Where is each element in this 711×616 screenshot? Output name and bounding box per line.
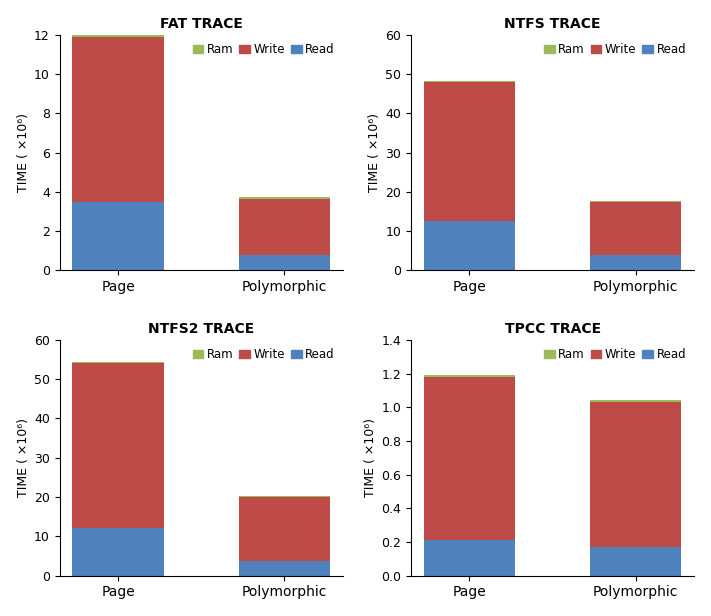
Y-axis label: TIME ( ×10⁶): TIME ( ×10⁶) <box>17 113 30 192</box>
Y-axis label: TIME ( ×10⁶): TIME ( ×10⁶) <box>16 418 30 497</box>
Legend: Ram, Write, Read: Ram, Write, Read <box>539 343 691 366</box>
Bar <box>590 254 681 270</box>
Legend: Ram, Write, Read: Ram, Write, Read <box>188 343 340 366</box>
Bar <box>239 496 330 497</box>
Legend: Ram, Write, Read: Ram, Write, Read <box>539 38 691 60</box>
Title: NTFS TRACE: NTFS TRACE <box>504 17 601 31</box>
Y-axis label: TIME ( ×10⁶): TIME ( ×10⁶) <box>368 113 381 192</box>
Title: FAT TRACE: FAT TRACE <box>160 17 242 31</box>
Bar <box>73 363 164 529</box>
Bar <box>424 82 515 221</box>
Title: NTFS2 TRACE: NTFS2 TRACE <box>148 322 255 336</box>
Bar <box>239 254 330 270</box>
Bar <box>73 529 164 575</box>
Legend: Ram, Write, Read: Ram, Write, Read <box>188 38 340 60</box>
Bar <box>73 201 164 270</box>
Bar <box>239 197 330 199</box>
Bar <box>73 362 164 363</box>
Bar <box>239 497 330 561</box>
Bar <box>239 561 330 575</box>
Bar <box>590 400 681 402</box>
Bar <box>424 81 515 82</box>
Bar <box>239 199 330 254</box>
Title: TPCC TRACE: TPCC TRACE <box>505 322 601 336</box>
Bar <box>424 375 515 377</box>
Y-axis label: TIME ( ×10⁶): TIME ( ×10⁶) <box>364 418 377 497</box>
Bar <box>73 36 164 201</box>
Bar <box>424 377 515 540</box>
Bar <box>73 35 164 36</box>
Bar <box>424 540 515 575</box>
Bar <box>590 201 681 254</box>
Bar <box>424 221 515 270</box>
Bar <box>590 547 681 575</box>
Bar <box>590 402 681 547</box>
